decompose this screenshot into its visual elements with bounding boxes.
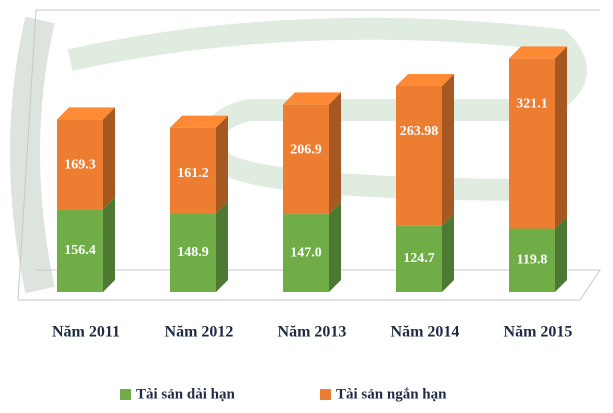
bar — [396, 225, 442, 292]
x-tick-label: Năm 2012 — [165, 324, 234, 341]
bar-side — [442, 213, 454, 292]
data-label: 263.98 — [400, 124, 439, 139]
bar-top — [57, 107, 115, 120]
x-tick-label: Năm 2013 — [278, 324, 347, 341]
bar-top — [396, 73, 454, 86]
data-label: 321.1 — [516, 97, 548, 112]
bar-side — [216, 201, 228, 292]
legend-label: Tài sản ngắn hạn — [336, 386, 447, 402]
bar — [509, 58, 555, 229]
bar-side — [329, 202, 341, 292]
data-label: 148.9 — [177, 245, 209, 260]
bar — [396, 85, 442, 226]
data-label: 169.3 — [64, 158, 96, 173]
bar — [283, 104, 329, 215]
legend-label: Tài sản dài hạn — [136, 386, 235, 402]
data-label: 119.8 — [517, 252, 548, 267]
bar-side — [103, 197, 115, 292]
bar-side — [555, 216, 567, 292]
data-label: 124.7 — [403, 251, 435, 266]
x-tick-label: Năm 2014 — [391, 324, 460, 341]
bar-top — [283, 92, 341, 105]
data-label: 206.9 — [290, 143, 322, 158]
bar-side — [555, 46, 567, 229]
bar-top — [509, 46, 567, 59]
bar — [509, 228, 555, 292]
bar-side — [329, 92, 341, 215]
bar-top — [170, 115, 228, 128]
bar-side — [442, 73, 454, 226]
bar — [170, 127, 216, 214]
x-tick-label: Năm 2015 — [504, 324, 573, 341]
bar-side — [216, 115, 228, 214]
bar-side — [103, 107, 115, 210]
bar — [57, 209, 103, 292]
data-label: 147.0 — [290, 245, 322, 260]
data-label: 156.4 — [64, 243, 96, 258]
data-label: 161.2 — [177, 166, 209, 181]
bar — [283, 214, 329, 292]
legend-swatch — [120, 389, 131, 400]
bar — [170, 213, 216, 292]
x-tick-label: Năm 2011 — [52, 324, 120, 341]
legend-swatch — [320, 389, 331, 400]
bar — [57, 119, 103, 210]
